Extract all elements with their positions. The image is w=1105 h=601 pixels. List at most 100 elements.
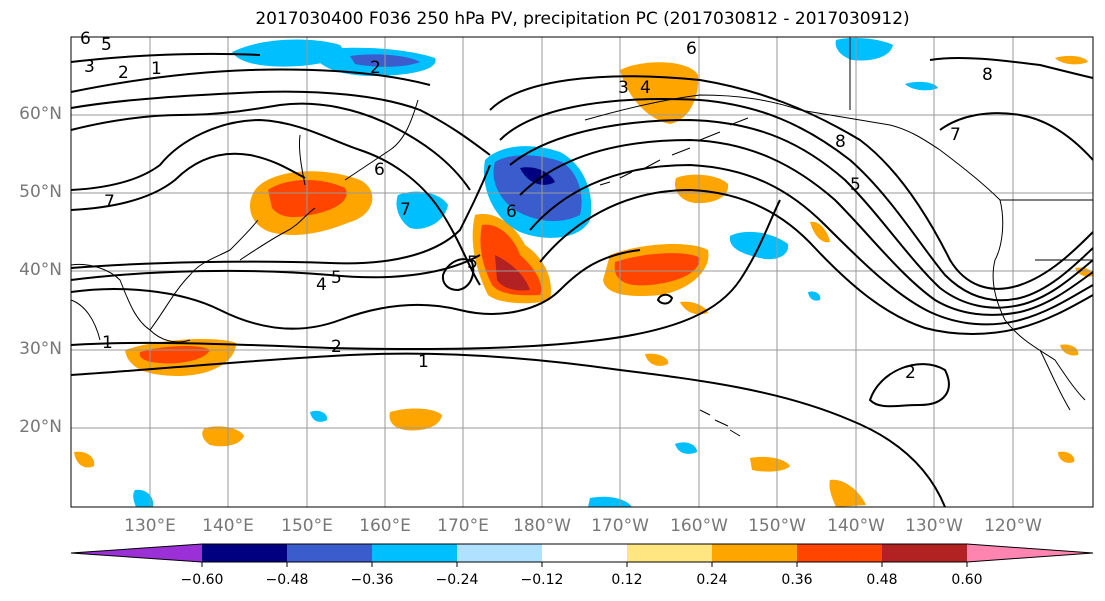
coastlines — [70, 37, 1093, 437]
precip-pos-8 — [829, 479, 866, 507]
pv-contour-7 — [70, 152, 306, 211]
colorbar-low-extension — [71, 544, 203, 562]
colorbar-tick-label: −0.36 — [350, 572, 394, 588]
precip-neg-10 — [133, 489, 154, 507]
lon-label: 170°W — [591, 516, 649, 536]
precip-pos-11 — [645, 353, 669, 366]
lat-label: 30°N — [19, 339, 62, 359]
coast-na-west — [992, 199, 1086, 401]
contour-label: 7 — [104, 192, 115, 212]
pv-contour-1 — [70, 352, 946, 508]
contour-label: 5 — [331, 268, 342, 288]
pv-contour-3 — [70, 249, 641, 330]
colorbar-swatch — [882, 544, 968, 562]
precip-pos-5 — [674, 174, 729, 204]
lon-label: 140°W — [827, 516, 885, 536]
pv-contour-jet-4 — [519, 138, 1094, 316]
contour-label: 6 — [686, 39, 697, 59]
precip-neg-12 — [808, 291, 821, 301]
pv-contour-8 — [70, 102, 471, 191]
colorbar-tick-label: −0.48 — [265, 572, 309, 588]
precip-pos-16 — [1055, 55, 1088, 65]
map-title: 2017030400 F036 250 hPa PV, precipitatio… — [255, 9, 910, 29]
contour-label: 4 — [316, 275, 327, 295]
colorbar-swatch — [797, 544, 883, 562]
coast-japan — [239, 134, 316, 261]
pv-contours — [70, 52, 1094, 508]
coast-kamchatka — [344, 99, 419, 181]
contour-label: 8 — [835, 132, 846, 152]
pv-contour-jet-3 — [509, 118, 1094, 309]
lon-label: 170°E — [437, 516, 489, 536]
contour-label: 1 — [418, 352, 429, 372]
lon-label: 150°W — [748, 516, 806, 536]
pv-contour-10 — [70, 68, 431, 93]
precip-neg-strong-1 — [493, 155, 582, 222]
precip-shading — [74, 37, 1093, 507]
colorbar — [70, 543, 1094, 567]
lon-label: 140°E — [202, 516, 254, 536]
lon-label: 160°E — [359, 516, 411, 536]
precip-vstrong-1 — [495, 255, 530, 291]
lon-label: 120°W — [984, 516, 1042, 536]
precip-pos-6 — [389, 408, 442, 431]
contour-label: 3 — [618, 78, 629, 98]
precip-pos-12 — [680, 301, 708, 315]
precip-neg-9 — [675, 442, 697, 454]
colorbar-tick-label: −0.12 — [520, 572, 564, 588]
colorbar-tick-label: 0.24 — [696, 572, 728, 588]
colorbar-swatch — [372, 544, 458, 562]
colorbar-swatch — [712, 544, 798, 562]
pv-contour-jet-5 — [529, 163, 1094, 326]
precip-pos-10 — [810, 221, 830, 243]
precip-strong-1 — [480, 224, 542, 296]
map-frame — [70, 36, 1094, 508]
colorbar-tick-label: 0.36 — [781, 572, 813, 588]
pv-contour-2 — [70, 199, 950, 408]
contour-label: 1 — [102, 333, 113, 353]
pv-contour-5 — [70, 164, 491, 269]
pv-contour-jet-1 — [489, 75, 1094, 290]
contour-label: 6 — [80, 29, 91, 49]
lon-label: 130°E — [124, 516, 176, 536]
precip-neg-vstrong-1 — [520, 167, 555, 185]
contour-label: 7 — [950, 125, 961, 145]
hawaii — [699, 409, 741, 437]
pv-contour-9 — [70, 90, 491, 156]
contour-label: 6 — [506, 202, 517, 222]
lat-label: 40°N — [19, 260, 62, 280]
colorbar-tick-label: −0.60 — [180, 572, 224, 588]
lon-label: 180°W — [513, 516, 571, 536]
lat-label: 20°N — [19, 417, 62, 437]
colorbar-tick-label: −0.24 — [435, 572, 479, 588]
colorbar-swatch — [542, 544, 628, 562]
precip-neg-2 — [232, 39, 343, 67]
contour-label: 5 — [467, 253, 478, 273]
contour-label: 5 — [101, 35, 112, 55]
coast-asia — [70, 219, 259, 343]
pv-contour-labels: 6 5 3 2 1 2 6 3 4 8 7 7 6 8 5 6 5 5 4 1 … — [80, 29, 993, 383]
colorbar-swatch — [202, 544, 288, 562]
lon-label: 160°W — [670, 516, 728, 536]
contour-label: 2 — [905, 363, 916, 383]
colorbar-swatch — [627, 544, 713, 562]
contour-label: 3 — [84, 57, 95, 77]
colorbar-tick-label: 0.48 — [866, 572, 898, 588]
contour-label: 6 — [374, 160, 385, 180]
lat-label: 50°N — [19, 182, 62, 202]
contour-label: 2 — [331, 337, 342, 357]
precip-neg-7 — [588, 496, 632, 507]
precip-pos-7 — [202, 426, 244, 447]
pv-contour-6 — [70, 118, 481, 286]
precip-neg-8 — [310, 410, 328, 422]
contour-label: 2 — [118, 63, 129, 83]
precip-neg-6 — [835, 37, 893, 61]
contour-label: 1 — [151, 59, 162, 79]
precip-pos-13 — [1058, 451, 1075, 463]
pv-contour-jet-6 — [539, 188, 1094, 335]
lon-label: 130°W — [905, 516, 963, 536]
precip-pos-15 — [74, 451, 95, 468]
colorbar-swatch — [287, 544, 373, 562]
pv-contour-11 — [70, 52, 261, 63]
